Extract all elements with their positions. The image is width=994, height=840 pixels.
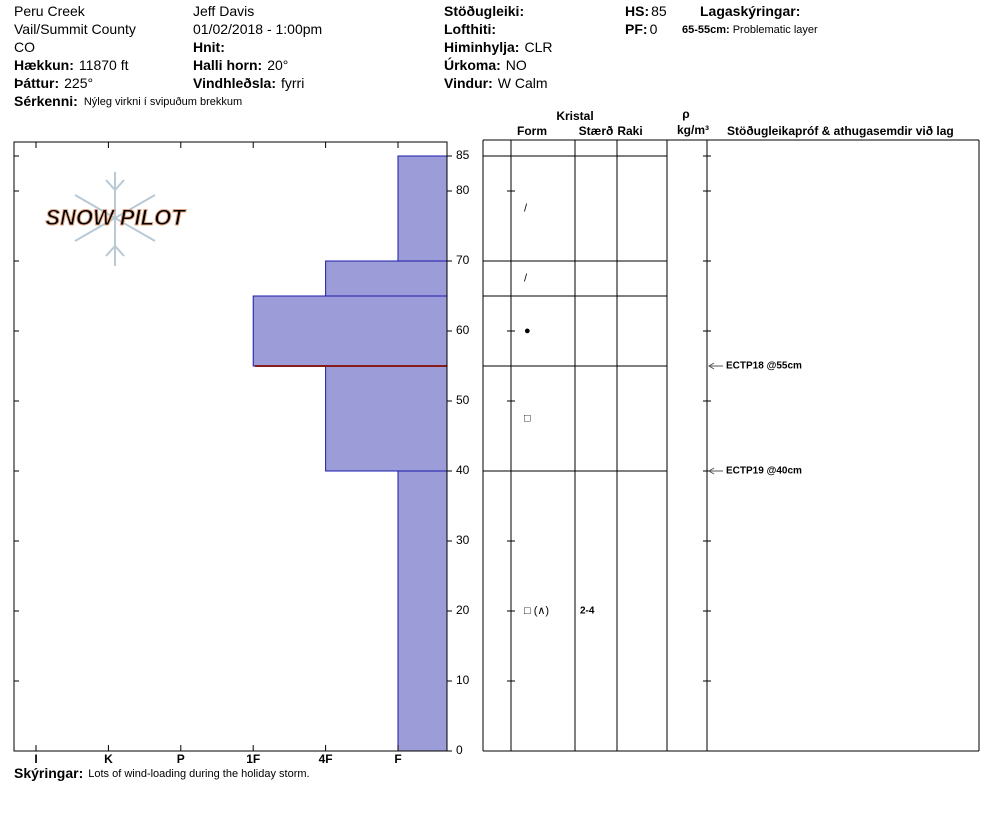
field-value: Jeff Davis	[193, 3, 254, 19]
header-field: 01/02/2018 - 1:00pm	[193, 21, 322, 37]
field-label: Himinhylja:	[444, 39, 519, 55]
field-value: NO	[506, 57, 527, 73]
header-field: Lofthiti:	[444, 21, 496, 37]
header-field: Halli horn: 20°	[193, 57, 288, 73]
field-value: Lots of wind-loading during the holiday …	[88, 768, 309, 780]
field-label: Halli horn:	[193, 57, 262, 73]
header-field: Hnit:	[193, 39, 225, 55]
field-label: Stöðugleiki:	[444, 3, 524, 19]
field-label: HS:	[625, 3, 649, 19]
header-field: Himinhylja: CLR	[444, 39, 552, 55]
header-field: Þáttur: 225°	[14, 75, 93, 91]
field-value: CO	[14, 39, 35, 55]
header-field: Peru Creek	[14, 3, 86, 19]
header-field: Vindhleðsla: fyrri	[193, 75, 304, 91]
y-tick-label: 20	[456, 603, 470, 617]
field-value: fyrri	[281, 75, 304, 91]
hardness-bar	[325, 365, 448, 472]
logo-text: SNOW PILOT	[45, 205, 186, 230]
grain-size: 2-4	[580, 606, 595, 617]
header-field: Sérkenni: Nýleg virkni í svipuðum brekkum	[14, 93, 242, 109]
field-value: CLR	[524, 39, 552, 55]
header-field: Stöðugleiki:	[444, 3, 524, 19]
x-tick-label: F	[394, 752, 401, 766]
grain-form: /	[524, 272, 528, 284]
y-tick-label: 85	[456, 148, 470, 162]
table-header: Stærð	[579, 124, 614, 138]
field-value: 11870 ft	[79, 57, 129, 73]
y-tick-label: 0	[456, 743, 463, 757]
field-value: 85	[651, 3, 667, 19]
y-tick-label: 10	[456, 673, 470, 687]
field-label: Vindur:	[444, 75, 493, 91]
field-value: 225°	[64, 75, 93, 91]
header-field: Úrkoma: NO	[444, 56, 527, 73]
header-field: Lagaskýringar:	[700, 3, 800, 19]
y-tick-label: 50	[456, 393, 470, 407]
header-field: Hækkun: 11870 ft	[14, 57, 129, 73]
table-header: kg/m³	[677, 123, 709, 137]
hardness-bar	[252, 295, 448, 367]
header-field: PF: 0	[625, 21, 658, 37]
table-header: Stöðugleikapróf & athugasemdir við lag	[727, 124, 954, 138]
x-tick-label: P	[177, 752, 185, 766]
table-header: ρ	[682, 107, 689, 121]
table-header: Raki	[617, 124, 642, 138]
header-field: Jeff Davis	[193, 3, 254, 19]
plot-frame	[13, 141, 448, 752]
y-tick-label: 80	[456, 183, 470, 197]
header-field: Vail/Summit County	[14, 21, 136, 37]
field-label: Lagaskýringar:	[700, 3, 800, 19]
header-field: 65-55cm: Problematic layer	[682, 24, 818, 36]
field-value: 01/02/2018 - 1:00pm	[193, 21, 322, 37]
header-field: Vindur: W Calm	[444, 75, 548, 91]
grain-form: /	[524, 202, 528, 214]
y-tick-label: 60	[456, 323, 470, 337]
test-arrowhead	[708, 467, 715, 475]
header-field: HS: 85	[625, 3, 667, 19]
grain-form: □ (∧)	[524, 605, 549, 617]
field-value: 20°	[267, 57, 288, 73]
test-label: ECTP18 @55cm	[726, 361, 802, 372]
field-label: Þáttur:	[14, 75, 59, 91]
field-label: Vindhleðsla:	[193, 75, 276, 91]
table-header: Form	[517, 124, 547, 138]
field-label: Hnit:	[193, 39, 225, 55]
table-header: Kristal	[556, 109, 593, 123]
test-label: ECTP19 @40cm	[726, 466, 802, 477]
field-label: Skýringar:	[14, 765, 83, 781]
header-field: CO	[14, 39, 35, 55]
field-label: Sérkenni:	[14, 93, 78, 109]
x-tick-label: I	[34, 752, 37, 766]
grain-form: □	[524, 412, 531, 424]
test-arrowhead	[708, 362, 715, 370]
x-tick-label: 1F	[246, 752, 260, 766]
hardness-bar	[397, 470, 448, 752]
field-label: Hækkun:	[14, 57, 74, 73]
field-value: W Calm	[498, 75, 548, 91]
field-label: PF:	[625, 21, 648, 37]
logo	[74, 172, 156, 266]
y-tick-label: 30	[456, 533, 470, 547]
x-tick-label: 4F	[319, 752, 333, 766]
field-value: Problematic layer	[733, 24, 818, 36]
field-value: Peru Creek	[14, 3, 86, 19]
field-label: 65-55cm:	[682, 24, 730, 36]
y-tick-label: 70	[456, 253, 470, 267]
grain-form: ●	[524, 325, 531, 337]
field-value: 0	[650, 21, 658, 37]
y-tick-label: 40	[456, 463, 470, 477]
x-tick-label: K	[104, 752, 113, 766]
field-label: Lofthiti:	[444, 21, 496, 37]
field-label: Úrkoma:	[444, 56, 501, 73]
hardness-bar	[325, 260, 448, 297]
header-field: Skýringar: Lots of wind-loading during th…	[14, 765, 310, 781]
field-value: Vail/Summit County	[14, 21, 136, 37]
field-value: Nýleg virkni í svipuðum brekkum	[84, 96, 242, 108]
hardness-bar	[397, 155, 448, 262]
